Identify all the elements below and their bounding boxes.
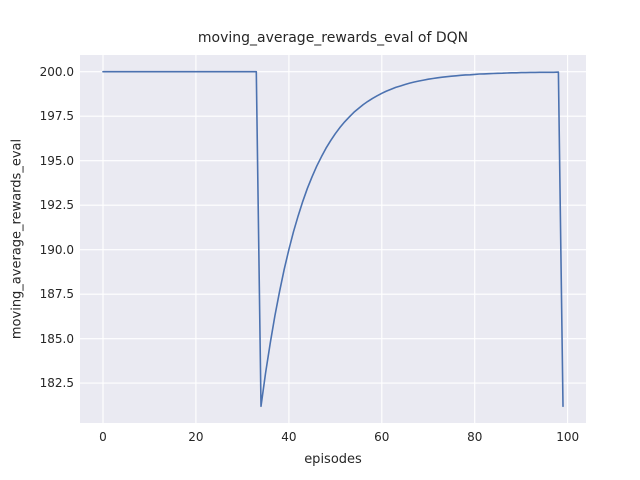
- x-tick-label: 40: [281, 430, 297, 444]
- y-tick-label: 187.5: [39, 287, 74, 302]
- y-tick-label: 197.5: [39, 109, 74, 124]
- x-tick-label: 20: [188, 430, 204, 444]
- plot-area: [80, 55, 586, 423]
- x-tick-label: 60: [374, 430, 390, 444]
- y-tick-label: 185.0: [39, 331, 74, 346]
- y-tick-label: 195.0: [39, 153, 74, 168]
- chart-title: moving_average_rewards_eval of DQN: [197, 30, 469, 46]
- x-tick-label: 0: [99, 430, 107, 444]
- x-tick-label: 80: [467, 430, 483, 444]
- y-tick-label: 192.5: [39, 198, 74, 213]
- y-tick-label: 200.0: [39, 64, 74, 79]
- y-tick-label: 182.5: [39, 376, 74, 391]
- y-tick-label: 190.0: [39, 242, 74, 257]
- x-axis-label: episodes: [304, 452, 362, 467]
- y-axis-label: moving_average_rewards_eval: [9, 138, 25, 340]
- x-tick-label: 100: [556, 430, 580, 444]
